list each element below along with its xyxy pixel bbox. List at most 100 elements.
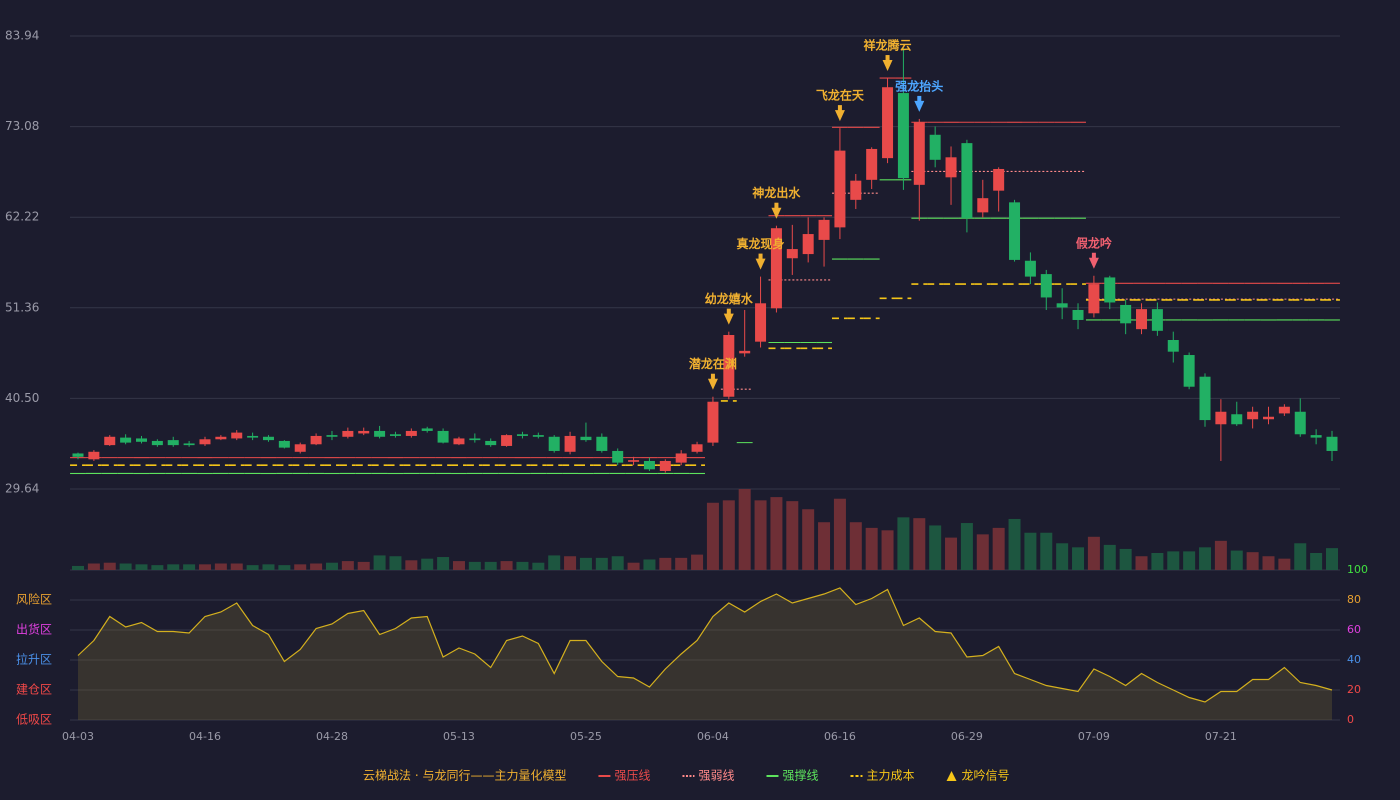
candle-body: [723, 334, 735, 397]
signal-arrow: [707, 378, 718, 390]
volume-bar: [1294, 543, 1307, 570]
candle-body: [929, 134, 941, 160]
volume-bar: [1119, 548, 1132, 570]
volume-bar: [1008, 518, 1021, 570]
signal-label: 神龙出水: [752, 185, 801, 200]
oscillator-area: [78, 588, 1332, 720]
volume-bar: [643, 559, 656, 570]
candle-body: [548, 436, 560, 451]
legend-label: 强压线: [614, 769, 650, 783]
signal-label: 祥龙腾云: [864, 38, 912, 53]
volume-bar: [611, 556, 624, 570]
volume-bar: [452, 561, 465, 570]
volume-bar: [1230, 550, 1243, 570]
candle-body: [707, 401, 719, 443]
x-tick-label: 04-16: [189, 730, 221, 743]
volume-bar: [103, 562, 116, 570]
volume-bar: [945, 537, 958, 570]
volume-bar: [167, 564, 180, 570]
zone-label: 低吸区: [16, 713, 52, 727]
signal-arrow-stem: [917, 95, 922, 102]
volume-bar: [960, 523, 973, 570]
signal-arrow: [834, 110, 845, 122]
candle-body: [358, 430, 370, 434]
candle-body: [437, 430, 449, 443]
oscillator-line: [77, 587, 1333, 703]
candle-body: [247, 435, 259, 438]
y2-tick-label: 60: [1347, 623, 1361, 636]
signal-arrow: [771, 207, 782, 219]
signal-arrow-stem: [774, 202, 779, 209]
candle-body: [183, 443, 195, 446]
volume-bar: [484, 561, 497, 570]
x-tick-label: 04-28: [316, 730, 348, 743]
volume-bar: [627, 562, 640, 570]
volume-bar: [325, 562, 338, 570]
volume-bar: [1278, 558, 1291, 570]
candle-body: [596, 436, 608, 451]
candle-body: [1278, 406, 1290, 414]
zone-label: 风险区: [16, 592, 52, 607]
zone-label: 建仓区: [16, 683, 52, 697]
signal-arrow-stem: [710, 373, 715, 380]
candle-body: [231, 432, 243, 439]
signal-label: 假龙吟: [1076, 235, 1112, 250]
candle-body: [818, 219, 830, 240]
volume-bar: [706, 502, 719, 570]
legend-marker: [946, 771, 957, 781]
signal-arrow: [1088, 257, 1099, 269]
volume-bar: [1183, 551, 1196, 570]
signal-label: 幼龙嬉水: [705, 291, 754, 306]
candle-body: [1104, 277, 1116, 303]
volume-bar: [833, 498, 846, 570]
volume-bar: [1167, 551, 1180, 570]
volume-bar: [770, 497, 783, 570]
signal-arrow-stem: [1091, 252, 1096, 259]
candle-body: [262, 436, 274, 441]
candle-body: [1310, 435, 1322, 438]
candle-body: [405, 430, 417, 436]
candle-body: [374, 430, 386, 437]
candle-body: [389, 434, 401, 436]
candle-body: [628, 460, 640, 462]
candle-body: [913, 122, 925, 185]
volume-bar: [1072, 547, 1085, 570]
candle-body: [945, 157, 957, 178]
volume-bar: [500, 561, 513, 570]
signal-arrow-stem: [758, 253, 763, 260]
volume-bar: [548, 555, 561, 570]
candle-body: [1294, 411, 1306, 435]
volume-bar: [913, 518, 926, 570]
candle-body: [1326, 436, 1338, 451]
candle-body: [834, 150, 846, 228]
candle-body: [564, 435, 576, 452]
volume-bar: [72, 565, 84, 570]
volume-bar: [659, 557, 672, 570]
x-tick-label: 06-16: [824, 730, 856, 743]
volume-bar: [357, 561, 370, 570]
volume-bar: [595, 557, 608, 570]
volume-bar: [87, 563, 100, 570]
volume-bar: [849, 522, 862, 570]
candle-body: [1215, 411, 1227, 425]
candle-body: [675, 453, 687, 463]
x-tick-label: 07-21: [1205, 730, 1237, 743]
volume-bar: [786, 501, 799, 570]
volume-bar: [675, 557, 688, 570]
y2-tick-label: 40: [1347, 653, 1361, 666]
signal-arrow-stem: [726, 308, 731, 315]
legend-label: 强撑线: [782, 768, 818, 783]
candle-body: [1247, 411, 1259, 420]
candle-body: [1231, 414, 1243, 425]
volume-bar: [738, 489, 751, 570]
volume-bar: [1326, 548, 1338, 570]
candle-body: [961, 143, 973, 219]
candle-body: [770, 228, 782, 309]
zone-label: 出货区: [16, 622, 52, 637]
volume-bar: [198, 564, 211, 570]
candle-body: [802, 234, 814, 255]
volume-bar: [1310, 552, 1323, 570]
